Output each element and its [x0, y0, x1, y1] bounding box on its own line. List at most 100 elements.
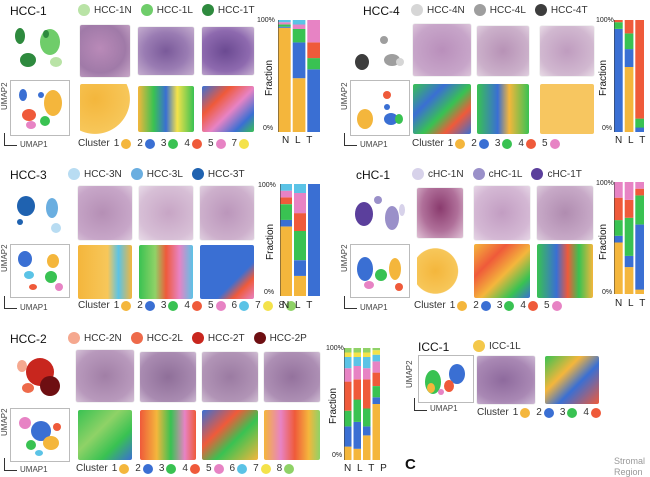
cluster-label: 1 [449, 300, 456, 311]
bar-segment [280, 190, 292, 198]
legend-dot [253, 332, 266, 344]
cluster-label: 5 [541, 138, 548, 149]
spatial-map-l [545, 356, 599, 404]
bar-segment [635, 195, 644, 225]
bar-segment [624, 217, 634, 256]
cluster-dot [567, 407, 578, 418]
legend-item: HCC-2T [191, 332, 245, 344]
fraction-bar-chart [614, 182, 644, 294]
spatial-map-l [140, 410, 196, 460]
x-label-l: L [628, 298, 634, 309]
bar-segment [353, 379, 361, 400]
bar-segment [635, 182, 644, 189]
bar-segment [624, 199, 634, 218]
he-stain-l [477, 26, 529, 76]
legend-item: HCC-3N [68, 168, 122, 180]
cluster-legend: Cluster 1 2 3 4 5 [412, 138, 566, 149]
cluster-label: 2 [135, 463, 141, 474]
x-category-labels: N L T [615, 298, 648, 309]
legend-label: cHC-1N [428, 168, 464, 180]
x-category-labels: N L T P [344, 463, 390, 474]
he-stain-n [78, 186, 132, 240]
x-label-t: T [368, 463, 375, 474]
bar-segment [278, 24, 291, 27]
bar-segment [363, 426, 371, 436]
x-category-labels: N L T [282, 135, 315, 146]
bar-segment [292, 78, 306, 132]
tick-100: 100% [596, 180, 614, 187]
cluster-legend: Cluster 1 2 3 4 5 7 [78, 138, 255, 149]
bar-segment [372, 354, 380, 362]
tick-100: 100% [258, 182, 276, 189]
spatial-map-t [200, 245, 254, 299]
fraction-axis-label: Fraction [598, 223, 609, 260]
cluster-dot [142, 463, 153, 474]
bar-segment [278, 20, 291, 23]
bar-segment [344, 410, 352, 427]
bar-segment [614, 242, 623, 294]
he-stain-n [76, 350, 134, 402]
cluster-label: 2 [536, 407, 542, 418]
umap-axis-arrow [344, 133, 357, 146]
bar-segment [372, 404, 380, 460]
cluster-dot [237, 463, 248, 474]
legend-item: cHC-1N [412, 168, 464, 180]
cluster-dot [284, 463, 295, 474]
legend-dot [473, 340, 485, 352]
legend-item: HCC-4L [473, 4, 526, 16]
cluster-label: 1 [111, 463, 118, 474]
sample-legend: HCC-1N HCC-1L HCC-1T [78, 4, 264, 16]
bar-segment [635, 224, 644, 290]
tick-100: 100% [257, 17, 275, 24]
cluster-dot [144, 138, 155, 149]
umap-axis-arrow [344, 296, 357, 309]
he-stain-t [537, 186, 593, 240]
umap-cluster-plot [350, 244, 410, 298]
legend-label: HCC-4T [550, 4, 588, 16]
cluster-label: 7 [253, 463, 259, 474]
cluster-dot [215, 300, 226, 311]
cluster-dot [239, 138, 250, 149]
bar-segment [278, 27, 291, 132]
legend-item: cHC-1T [531, 168, 582, 180]
legend-item: HCC-1L [140, 4, 193, 16]
sample-legend: ICC-1L [473, 340, 530, 352]
he-stain-l [140, 352, 196, 402]
legend-label: ICC-1L [489, 340, 521, 352]
bar-segment [280, 226, 292, 296]
he-stain-t [202, 27, 254, 75]
bar-segment [614, 182, 623, 198]
cluster-label: 4 [184, 300, 190, 311]
bar-segment [280, 197, 292, 205]
x-label-t: T [639, 298, 646, 309]
legend-dot [411, 4, 423, 16]
he-stain-n [80, 25, 130, 77]
bar-segment [278, 22, 291, 25]
spatial-map-l [474, 244, 530, 298]
legend-dot [201, 4, 214, 16]
bar-segment [294, 231, 306, 261]
umap2-label: UMAP2 [340, 244, 349, 272]
fraction-axis-label: Fraction [328, 387, 339, 424]
legend-dot [534, 4, 547, 16]
bar-segment [353, 357, 361, 366]
bar-segment [280, 184, 292, 191]
umap2-label: UMAP2 [0, 408, 9, 436]
spatial-map-n [413, 84, 471, 134]
bar-segment [344, 348, 352, 353]
spatial-map-l [477, 84, 529, 134]
cluster-dot [520, 407, 531, 418]
bar-segment [372, 348, 380, 351]
cluster-label: 6 [229, 463, 236, 474]
cluster-dot [215, 138, 226, 149]
bar-segment [344, 446, 352, 460]
bar-segment [294, 184, 306, 193]
bar-segment [353, 448, 361, 460]
cluster-legend-title: Cluster [76, 463, 108, 474]
x-label-t: T [306, 300, 313, 311]
legend-item: HCC-2N [68, 332, 122, 344]
tick-0: 0% [602, 289, 613, 296]
umap1-label: UMAP1 [20, 140, 48, 149]
cluster-label: 5 [207, 300, 214, 311]
umap1-label: UMAP1 [20, 465, 48, 474]
